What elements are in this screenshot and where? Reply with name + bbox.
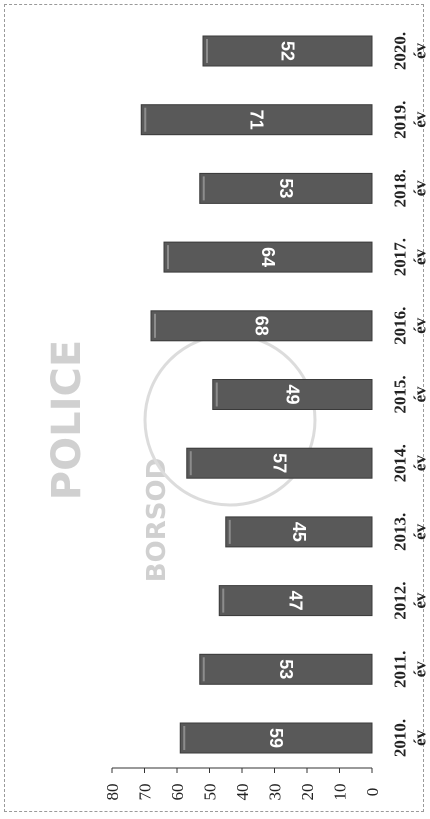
- bar-value-label: 53: [276, 178, 296, 198]
- category-label-suffix: év: [411, 386, 430, 403]
- value-tick-label: 20: [298, 784, 317, 801]
- category-label-suffix: év: [411, 249, 430, 266]
- value-tick-label: 10: [331, 784, 350, 801]
- bar: [179, 722, 373, 754]
- bar-highlight: [206, 39, 208, 63]
- value-tick-label: 0: [363, 788, 382, 797]
- category-label-suffix: év: [411, 523, 430, 540]
- category-label: 2019.: [391, 101, 410, 139]
- watermark-word-top: POLICE: [44, 340, 90, 500]
- bar-value-label: 71: [247, 110, 267, 130]
- bar: [199, 172, 373, 204]
- bar-value-label: 59: [266, 728, 286, 748]
- bar-highlight: [202, 176, 205, 201]
- category-label-suffix: év: [411, 661, 430, 678]
- bar-highlight: [202, 657, 205, 682]
- watermark: POLICE BORSOD: [44, 333, 317, 582]
- bar: [186, 447, 373, 479]
- value-tick-label: 60: [168, 784, 187, 801]
- category-label-suffix: év: [411, 111, 430, 128]
- bar-highlight: [154, 313, 156, 338]
- bar-highlight: [215, 382, 218, 407]
- bar-value-label: 52: [278, 41, 298, 61]
- bar-highlight: [144, 107, 147, 132]
- chart-frame: [4, 4, 424, 812]
- category-label: 2013.: [391, 513, 410, 551]
- category-label: 2017.: [391, 238, 410, 276]
- category-label: 2012.: [391, 581, 410, 619]
- bar: [218, 585, 373, 617]
- bar: [140, 104, 373, 136]
- watermark-crest: [143, 333, 317, 507]
- value-tick-label: 50: [201, 784, 220, 801]
- bar-highlight: [189, 451, 192, 476]
- category-label: 2015.: [391, 375, 410, 413]
- category-label: 2020.: [391, 32, 410, 70]
- bar-highlight: [183, 726, 186, 750]
- bar-value-label: 68: [252, 316, 272, 336]
- value-tick-label: 70: [136, 784, 155, 801]
- bar-highlight: [167, 245, 169, 270]
- category-label: 2018.: [391, 169, 410, 207]
- category-label: 2014.: [391, 444, 410, 482]
- bar: [163, 241, 373, 273]
- bar-value-label: 64: [258, 247, 278, 267]
- bar-value-label: 45: [289, 522, 309, 542]
- bar: [212, 379, 373, 410]
- value-tick-label: 80: [103, 784, 122, 801]
- bar-value-label: 53: [276, 659, 296, 679]
- bar-value-label: 47: [286, 591, 306, 611]
- category-label: 2010.: [391, 719, 410, 757]
- bar-highlight: [222, 588, 225, 613]
- category-label-suffix: év: [411, 180, 430, 197]
- category-label: 2016.: [391, 307, 410, 345]
- bar-value-label: 57: [269, 453, 289, 473]
- category-label-suffix: év: [411, 42, 430, 59]
- value-axis: 0 10 20 30 40 50 60 70 80: [103, 767, 382, 801]
- bars: 59 53 47 45 57 49 68 64 53 71 52: [140, 35, 373, 754]
- value-tick-label: 30: [266, 784, 285, 801]
- category-label-suffix: év: [411, 729, 430, 746]
- bar-value-label: 49: [282, 384, 302, 404]
- category-label-suffix: év: [411, 317, 430, 334]
- bar: [199, 653, 373, 685]
- value-tick-label: 40: [233, 784, 252, 801]
- bar: [202, 35, 373, 67]
- category-label: 2011.: [391, 651, 410, 688]
- bar: [225, 516, 373, 548]
- bar: [150, 310, 373, 342]
- bar-highlight: [228, 519, 231, 544]
- category-label-suffix: év: [411, 592, 430, 609]
- category-label-suffix: év: [411, 455, 430, 472]
